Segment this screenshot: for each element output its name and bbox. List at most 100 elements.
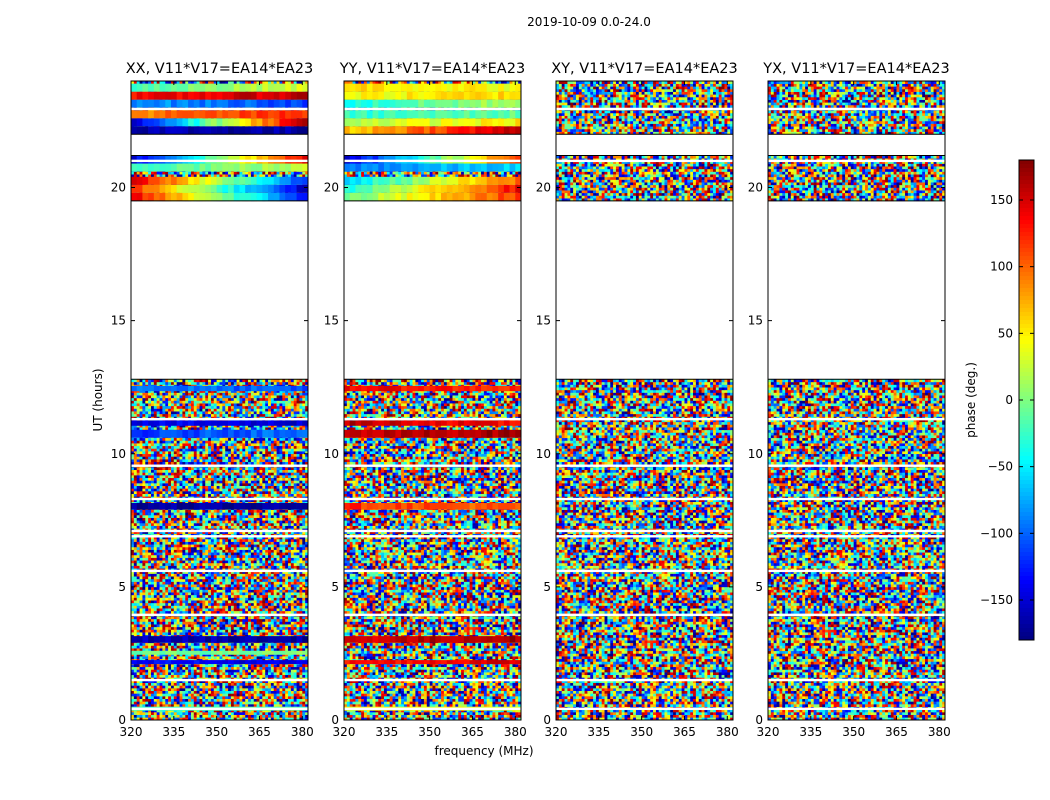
colorbar-segment — [1019, 520, 1034, 525]
coherent-phase-segment — [148, 660, 155, 665]
coherent-phase-segment — [245, 91, 252, 100]
coherent-phase-segment — [423, 192, 430, 201]
coherent-phase-segment — [199, 650, 206, 655]
coherent-phase-segment — [418, 126, 425, 135]
coherent-phase-segment — [366, 176, 373, 185]
x-tick-label: 320 — [545, 725, 568, 739]
coherent-phase-segment — [136, 420, 143, 426]
coherent-phase-segment — [498, 83, 505, 92]
coherent-phase-segment — [210, 110, 217, 119]
coherent-phase-segment — [153, 660, 160, 665]
coherent-phase-segment — [344, 83, 351, 92]
coherent-phase-segment — [498, 176, 505, 185]
coherent-phase-segment — [372, 91, 379, 100]
coherent-phase-segment — [344, 126, 351, 135]
coherent-phase-segment — [142, 636, 149, 643]
colorbar-segment — [1019, 268, 1034, 273]
colorbar-segment — [1019, 456, 1034, 461]
coherent-phase-segment — [423, 503, 430, 510]
coherent-phase-segment — [193, 503, 200, 510]
flagged-row — [344, 613, 521, 617]
coherent-phase-segment — [349, 636, 356, 643]
colorbar-tick-label: 150 — [990, 193, 1013, 207]
coherent-phase-segment — [182, 420, 189, 426]
colorbar-segment — [1019, 476, 1034, 481]
coherent-phase-segment — [515, 110, 521, 119]
coherent-phase-segment — [279, 192, 286, 201]
coherent-phase-segment — [435, 429, 442, 438]
coherent-phase-segment — [239, 503, 246, 510]
coherent-phase-segment — [159, 163, 166, 172]
coherent-phase-segment — [509, 155, 516, 164]
coherent-phase-segment — [210, 192, 217, 201]
coherent-phase-segment — [412, 91, 419, 100]
coherent-phase-segment — [228, 660, 235, 665]
coherent-phase-segment — [193, 99, 200, 108]
coherent-phase-segment — [136, 503, 143, 510]
coherent-phase-segment — [355, 192, 362, 201]
coherent-phase-segment — [302, 429, 308, 438]
coherent-phase-segment — [389, 385, 396, 392]
coherent-phase-segment — [285, 420, 292, 426]
coherent-phase-segment — [233, 184, 240, 193]
coherent-phase-segment — [366, 99, 373, 108]
colorbar-segment — [1019, 408, 1034, 413]
coherent-phase-segment — [361, 99, 368, 108]
coherent-phase-segment — [296, 420, 303, 426]
coherent-phase-segment — [273, 385, 280, 392]
coherent-phase-segment — [245, 118, 252, 127]
coherent-phase-segment — [361, 126, 368, 135]
coherent-phase-segment — [418, 429, 425, 438]
colorbar-segment — [1019, 340, 1034, 345]
coherent-phase-segment — [355, 118, 362, 127]
coherent-phase-segment — [515, 420, 521, 426]
coherent-phase-segment — [503, 110, 510, 119]
coherent-phase-segment — [296, 503, 303, 510]
coherent-phase-segment — [228, 163, 235, 172]
coherent-phase-segment — [344, 420, 351, 426]
coherent-phase-segment — [233, 420, 240, 426]
coherent-phase-segment — [412, 155, 419, 164]
coherent-phase-segment — [441, 99, 448, 108]
coherent-phase-segment — [458, 503, 465, 510]
coherent-phase-segment — [159, 650, 166, 655]
coherent-phase-segment — [165, 503, 172, 510]
coherent-phase-segment — [344, 118, 351, 127]
coherent-phase-segment — [441, 503, 448, 510]
coherent-phase-segment — [463, 192, 470, 201]
coherent-phase-segment — [216, 118, 223, 127]
colorbar-segment — [1019, 460, 1034, 465]
colorbar-segment — [1019, 524, 1034, 529]
coherent-phase-segment — [418, 176, 425, 185]
coherent-phase-segment — [153, 91, 160, 100]
coherent-phase-segment — [228, 650, 235, 655]
coherent-phase-segment — [515, 163, 521, 172]
coherent-phase-segment — [423, 429, 430, 438]
coherent-phase-segment — [389, 176, 396, 185]
coherent-phase-segment — [199, 118, 206, 127]
x-tick-label: 380 — [291, 725, 314, 739]
colorbar-segment — [1019, 392, 1034, 397]
coherent-phase-segment — [262, 650, 269, 655]
coherent-phase-segment — [395, 83, 402, 92]
coherent-phase-segment — [268, 429, 275, 438]
coherent-phase-segment — [509, 636, 516, 643]
coherent-phase-segment — [469, 503, 476, 510]
colorbar-segment — [1019, 444, 1034, 449]
coherent-phase-segment — [503, 503, 510, 510]
coherent-phase-segment — [349, 155, 356, 164]
coherent-phase-segment — [245, 636, 252, 643]
coherent-phase-segment — [446, 385, 453, 392]
coherent-phase-segment — [366, 636, 373, 643]
coherent-phase-segment — [273, 163, 280, 172]
coherent-phase-segment — [458, 83, 465, 92]
coherent-phase-segment — [463, 184, 470, 193]
colorbar-segment — [1019, 288, 1034, 293]
coherent-phase-segment — [296, 155, 303, 164]
coherent-phase-segment — [344, 155, 351, 164]
colorbar-segment — [1019, 468, 1034, 473]
panel-frame — [343, 80, 522, 721]
coherent-phase-segment — [446, 184, 453, 193]
coherent-phase-segment — [503, 420, 510, 426]
colorbar-segment — [1019, 448, 1034, 453]
